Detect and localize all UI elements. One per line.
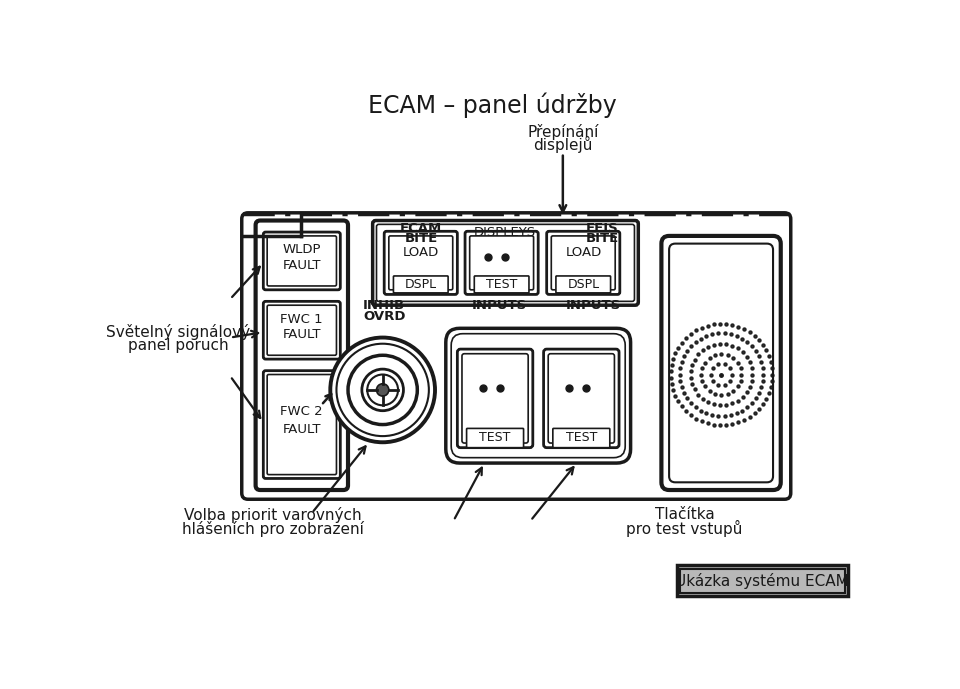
FancyBboxPatch shape [263, 232, 340, 290]
FancyBboxPatch shape [267, 375, 336, 475]
Text: INPUTS: INPUTS [472, 299, 527, 311]
Text: DISPLEYS: DISPLEYS [474, 226, 536, 239]
FancyBboxPatch shape [543, 349, 619, 448]
Text: ECAM: ECAM [400, 222, 443, 235]
FancyBboxPatch shape [556, 276, 611, 293]
Bar [680, 568, 845, 593]
Circle shape [368, 375, 398, 405]
FancyBboxPatch shape [462, 353, 528, 443]
FancyBboxPatch shape [669, 244, 773, 482]
Text: FAULT: FAULT [282, 424, 321, 436]
Text: INHIB: INHIB [363, 299, 405, 311]
Text: hlášeních pro zobrazení: hlášeních pro zobrazení [181, 520, 364, 537]
FancyBboxPatch shape [389, 236, 453, 290]
FancyBboxPatch shape [255, 220, 348, 490]
Text: Přepínání: Přepínání [527, 124, 598, 140]
Text: TEST: TEST [487, 278, 517, 291]
Text: panel poruch: panel poruch [128, 338, 228, 353]
Circle shape [376, 384, 389, 396]
FancyBboxPatch shape [267, 236, 336, 286]
Text: Volba priorit varovných: Volba priorit varovných [183, 506, 361, 523]
Text: INPUTS: INPUTS [566, 299, 621, 311]
Text: Tlačítka: Tlačítka [655, 507, 714, 522]
FancyBboxPatch shape [394, 276, 448, 293]
FancyBboxPatch shape [267, 305, 336, 356]
FancyBboxPatch shape [384, 232, 457, 294]
Circle shape [336, 344, 429, 436]
FancyBboxPatch shape [451, 333, 625, 457]
Text: FAULT: FAULT [282, 258, 321, 271]
Text: DSPL: DSPL [567, 278, 600, 291]
FancyBboxPatch shape [263, 301, 340, 359]
FancyBboxPatch shape [661, 236, 780, 490]
FancyBboxPatch shape [551, 236, 615, 290]
Text: TEST: TEST [479, 431, 511, 444]
FancyBboxPatch shape [372, 220, 638, 305]
Text: pro test vstupů: pro test vstupů [626, 520, 743, 537]
Bar [677, 566, 848, 596]
FancyBboxPatch shape [242, 213, 791, 500]
Text: FAULT: FAULT [282, 328, 321, 341]
Text: ECAM – panel údržby: ECAM – panel údržby [368, 92, 616, 118]
Text: BITE: BITE [586, 232, 619, 245]
FancyBboxPatch shape [553, 429, 610, 448]
FancyBboxPatch shape [467, 429, 523, 448]
FancyBboxPatch shape [546, 232, 620, 294]
FancyBboxPatch shape [469, 236, 534, 290]
Text: Ukázka systému ECAM: Ukázka systému ECAM [676, 573, 850, 589]
Text: LOAD: LOAD [403, 247, 440, 259]
Circle shape [348, 356, 418, 424]
FancyBboxPatch shape [376, 225, 635, 301]
Circle shape [330, 338, 435, 442]
Text: LOAD: LOAD [565, 247, 602, 259]
Text: displejů: displejů [533, 136, 592, 153]
Text: FWC 1: FWC 1 [280, 313, 324, 326]
Text: BITE: BITE [404, 232, 438, 245]
FancyBboxPatch shape [465, 232, 539, 294]
Circle shape [362, 369, 403, 411]
FancyBboxPatch shape [474, 276, 529, 293]
FancyBboxPatch shape [445, 329, 631, 463]
Text: TEST: TEST [565, 431, 597, 444]
Text: FWC 2: FWC 2 [280, 405, 324, 418]
Text: OVRD: OVRD [363, 310, 405, 323]
FancyBboxPatch shape [263, 371, 340, 478]
Text: EFIS: EFIS [586, 222, 618, 235]
Text: Světelný signálový: Světelný signálový [106, 324, 250, 340]
Text: WLDP: WLDP [282, 243, 321, 256]
FancyBboxPatch shape [457, 349, 533, 448]
FancyBboxPatch shape [548, 353, 614, 443]
Text: DSPL: DSPL [405, 278, 437, 291]
